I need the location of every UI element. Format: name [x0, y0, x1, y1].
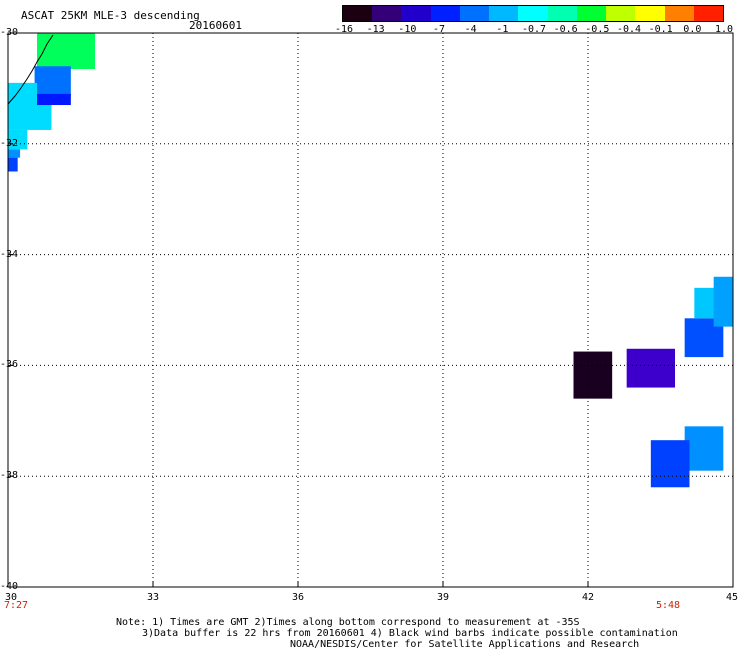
- wind-cell: [34, 93, 71, 106]
- colorbar-tick-label: -0.6: [553, 24, 578, 35]
- wind-cell: [684, 426, 724, 471]
- wind-cell: [573, 351, 613, 399]
- colorbar-segment: [547, 6, 577, 21]
- latitude-label: -34: [0, 248, 19, 260]
- colorbar-segment: [372, 6, 402, 21]
- longitude-label: 36: [291, 592, 305, 603]
- chart-title: ASCAT 25KM MLE-3 descending: [21, 9, 200, 22]
- colorbar-segment: [693, 6, 724, 21]
- wind-cell: [37, 33, 95, 70]
- longitude-label: 39: [436, 592, 450, 603]
- colorbar-segment: [459, 6, 490, 21]
- latitude-label: -32: [0, 137, 19, 149]
- colorbar-tick-label: -0.4: [616, 24, 642, 35]
- wind-cell: [713, 276, 733, 327]
- colorbar-tick-label: -0.7: [521, 24, 547, 35]
- wind-cell: [626, 348, 675, 388]
- wind-cell: [34, 66, 71, 97]
- colorbar-tick-label: 1.0: [714, 24, 734, 35]
- wind-cell: [8, 82, 37, 130]
- longitude-label: 45: [725, 592, 739, 603]
- note-line-1: Note: 1) Times are GMT 2)Times along bot…: [116, 617, 580, 628]
- colorbar-tick-label: -1: [496, 24, 509, 35]
- colorbar-tick-label: -13: [366, 24, 385, 35]
- colorbar-segment: [606, 6, 636, 21]
- colorbar-segment: [664, 6, 694, 21]
- plot-frame: [7, 32, 734, 588]
- latitude-label: -36: [0, 359, 19, 371]
- latitude-label: -38: [0, 470, 19, 482]
- wind-cell: [8, 129, 28, 150]
- colorbar-segment: [343, 6, 373, 21]
- colorbar: [342, 5, 724, 22]
- note-line-3: NOAA/NESDIS/Center for Satellite Applica…: [290, 639, 640, 650]
- colorbar-tick-label: -16: [334, 24, 354, 35]
- colorbar-segment: [635, 6, 665, 21]
- colorbar-tick-label: -4: [464, 24, 477, 35]
- colorbar-segment: [489, 6, 519, 21]
- longitude-label: 30: [4, 592, 18, 603]
- colorbar-segment: [518, 6, 548, 21]
- wind-cell: [650, 440, 690, 488]
- longitude-label: 33: [146, 592, 160, 603]
- colorbar-tick-label: -7: [432, 24, 446, 35]
- longitude-label: 42: [581, 592, 595, 603]
- latitude-label: -40: [0, 581, 19, 592]
- wind-cell: [37, 105, 52, 130]
- wind-cell: [8, 157, 18, 172]
- colorbar-segment: [401, 6, 431, 21]
- colorbar-segment: [430, 6, 460, 21]
- gridlines: [8, 33, 733, 587]
- time-left-label: 7:27: [4, 600, 29, 611]
- colorbar-tick-label: -0.1: [648, 24, 673, 35]
- colorbar-tick-label: -10: [398, 24, 417, 35]
- note-line-2: 3)Data buffer is 22 hrs from 20160601 4)…: [142, 628, 678, 639]
- date-label: 20160601: [189, 19, 242, 32]
- colorbar-tick-label: 0.0: [683, 24, 702, 35]
- time-right-label: 5:48: [656, 600, 681, 611]
- coastline: [7, 34, 54, 105]
- wind-cell: [8, 149, 21, 158]
- colorbar-tick-label: -0.5: [585, 24, 610, 35]
- latitude-label: -30: [0, 27, 19, 38]
- colorbar-segment: [576, 6, 607, 21]
